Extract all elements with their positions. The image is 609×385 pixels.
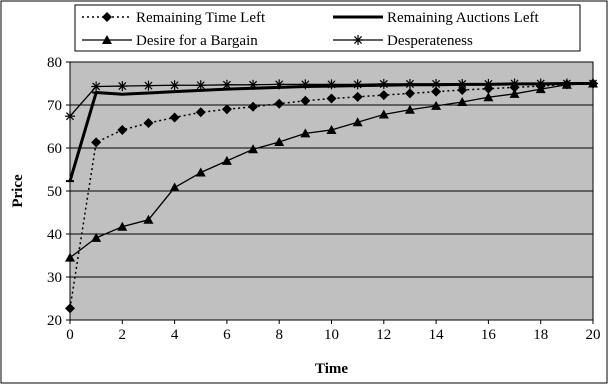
data-point: [221, 104, 232, 115]
legend-marker: [102, 12, 112, 22]
data-point: [91, 137, 102, 148]
x-tick-label: 10: [324, 327, 339, 343]
legend-label: Desperateness: [387, 33, 473, 49]
y-tick-label: 80: [47, 55, 62, 71]
y-tick-label: 20: [47, 313, 62, 329]
data-point: [352, 79, 363, 90]
x-tick-label: 6: [223, 327, 231, 343]
x-tick-label: 20: [586, 327, 601, 343]
legend-entry: Remaining Auctions Left: [333, 10, 539, 26]
legend-entry: Desire for a Bargain: [82, 33, 258, 49]
data-point: [91, 81, 102, 92]
data-point: [509, 78, 520, 89]
x-tick-label: 2: [119, 327, 127, 343]
data-point: [535, 78, 546, 89]
legend: Remaining Time Left Remaining Auctions Le…: [74, 4, 581, 52]
y-axis-title: Price: [10, 174, 26, 208]
data-point: [143, 80, 154, 91]
legend-label: Desire for a Bargain: [136, 33, 258, 49]
data-point: [195, 80, 206, 91]
data-point: [509, 88, 520, 98]
data-point: [378, 78, 389, 89]
data-point: [65, 303, 75, 314]
y-tick-label: 40: [47, 227, 62, 243]
data-point: [457, 96, 468, 106]
data-point: [169, 80, 180, 91]
data-point: [143, 214, 154, 224]
data-point: [404, 88, 415, 99]
y-tick-label: 50: [47, 184, 62, 200]
data-point: [248, 144, 259, 154]
data-point: [117, 124, 128, 135]
data-point: [274, 136, 285, 146]
data-point: [588, 78, 598, 89]
data-point: [169, 112, 180, 123]
data-point: [274, 98, 285, 109]
data-point: [378, 109, 389, 119]
data-point: [195, 107, 206, 118]
x-tick-label: 14: [429, 327, 445, 343]
data-point: [326, 93, 337, 104]
series-desperateness: [65, 78, 598, 122]
legend-label: Remaining Auctions Left: [387, 10, 539, 26]
data-point: [378, 90, 389, 101]
data-point: [404, 78, 415, 89]
data-point: [561, 78, 572, 89]
data-point: [117, 81, 128, 92]
data-point: [195, 167, 206, 177]
legend-label: Remaining Time Left: [136, 10, 266, 26]
x-axis-title: Time: [315, 361, 348, 377]
data-point: [431, 100, 442, 110]
x-tick-label: 18: [533, 327, 548, 343]
data-point: [65, 111, 75, 122]
x-tick-label: 8: [275, 327, 283, 343]
data-point: [169, 182, 180, 192]
x-tick-label: 0: [66, 327, 74, 343]
data-point: [274, 79, 285, 90]
data-point: [352, 117, 363, 127]
legend-entry: Desperateness: [333, 33, 473, 49]
data-point: [326, 79, 337, 90]
data-point: [352, 91, 363, 102]
data-point: [431, 86, 442, 97]
data-point: [300, 79, 311, 90]
axes: 20 30 40 50 60 70 80 0 2 4 6 8 10 12 14 16 18 20: [47, 55, 601, 343]
x-tick-label: 4: [171, 327, 179, 343]
x-tick-label: 16: [481, 327, 497, 343]
legend-entry: Remaining Time Left: [82, 10, 266, 26]
data-point: [457, 84, 468, 95]
data-point: [221, 155, 232, 165]
data-point: [65, 252, 75, 262]
data-point: [91, 232, 102, 242]
data-point: [535, 84, 546, 94]
data-point: [248, 79, 259, 90]
series-layer: [65, 78, 598, 314]
x-tick-label: 12: [376, 327, 391, 343]
data-point: [300, 95, 311, 106]
data-point: [326, 124, 337, 134]
legend-marker: [353, 35, 363, 45]
y-tick-label: 70: [47, 98, 62, 114]
data-point: [143, 118, 154, 129]
data-point: [404, 104, 415, 114]
y-tick-label: 30: [47, 270, 62, 286]
data-point: [431, 78, 442, 89]
data-point: [457, 78, 468, 89]
data-point: [117, 221, 128, 231]
data-point: [300, 128, 311, 138]
data-point: [221, 79, 232, 90]
data-point: [483, 92, 494, 102]
legend-marker: [102, 35, 112, 44]
legend-box: [74, 4, 581, 52]
data-point: [248, 101, 259, 112]
y-tick-label: 60: [47, 141, 62, 157]
data-point: [483, 78, 494, 89]
